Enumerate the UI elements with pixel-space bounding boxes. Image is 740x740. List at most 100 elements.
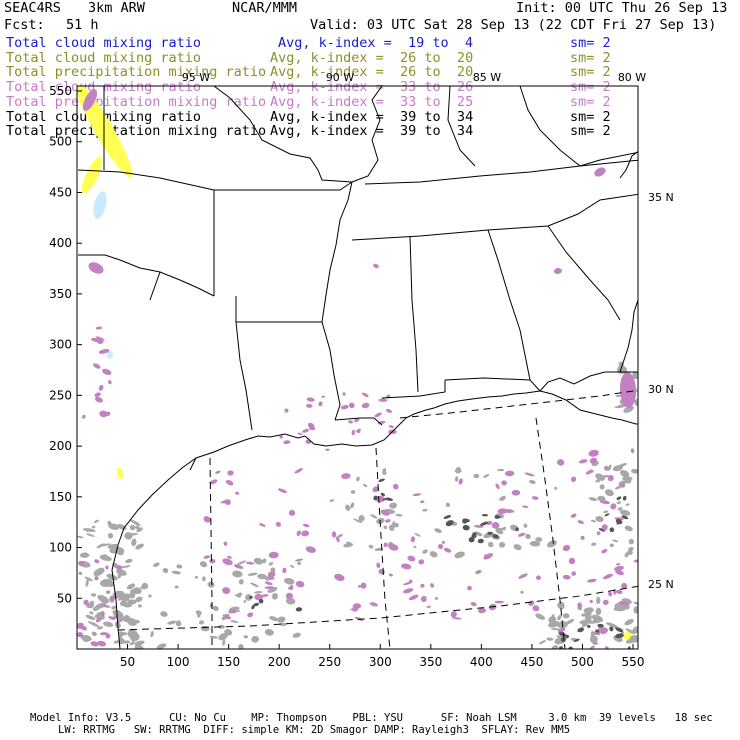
gray-cloud: [612, 539, 619, 543]
dark-cloud-core: [253, 602, 260, 607]
magenta-cloud: [451, 617, 462, 620]
magenta-cloud: [95, 618, 102, 623]
y-tick-label-10: 550: [49, 84, 72, 98]
gray-cloud: [554, 486, 558, 490]
y-tick-label-9: 500: [49, 135, 72, 149]
gray-cloud: [498, 541, 506, 548]
magenta-cloud: [408, 594, 419, 601]
gray-cloud: [198, 620, 205, 625]
dark-cloud-core: [515, 527, 519, 532]
magenta-cloud: [222, 614, 231, 620]
magenta-cloud: [90, 641, 99, 647]
gray-cloud: [195, 610, 202, 616]
gray-cloud: [579, 619, 593, 625]
header-model: 3km ARW: [88, 0, 145, 16]
magenta-cloud: [321, 395, 326, 398]
magenta-cloud: [483, 553, 494, 560]
magenta-cloud: [600, 627, 608, 635]
gray-cloud: [117, 617, 124, 623]
y-tick-label-6: 350: [49, 287, 72, 301]
mississippi-river: [321, 181, 353, 421]
gray-cloud: [487, 541, 494, 548]
gray-cloud: [588, 497, 598, 501]
magenta-cloud: [284, 408, 289, 413]
gray-cloud: [583, 607, 594, 614]
gray-cloud: [422, 549, 428, 554]
magenta-cloud: [81, 626, 87, 631]
magenta-cloud: [369, 602, 378, 607]
lat-line-25n: [117, 585, 638, 631]
magenta-cloud: [619, 372, 637, 408]
magenta-cloud: [588, 449, 599, 457]
legend-avg-4: Avg, k-index = 33 to 25: [270, 93, 474, 110]
magenta-cloud: [301, 530, 310, 537]
magenta-cloud: [101, 611, 105, 617]
footer-model-info: Model Info: V3.5 CU: No Cu MP: Thompson …: [30, 712, 713, 724]
gray-cloud: [550, 628, 561, 631]
magenta-cloud: [254, 593, 264, 601]
gray-cloud: [150, 630, 154, 638]
gray-cloud: [558, 603, 565, 610]
magenta-cloud: [585, 469, 593, 475]
border-tn-south: [351, 193, 638, 241]
magenta-cloud: [267, 571, 276, 578]
gray-cloud: [106, 573, 118, 581]
y-tick-label-7: 400: [49, 236, 72, 250]
magenta-cloud: [105, 565, 109, 570]
gray-cloud: [88, 621, 100, 628]
gray-cloud: [595, 479, 600, 483]
gray-cloud: [84, 576, 93, 582]
magenta-cloud: [215, 470, 221, 474]
gray-cloud: [200, 625, 210, 632]
magenta-cloud: [621, 582, 628, 589]
magenta-cloud: [607, 474, 614, 482]
magenta-cloud: [604, 646, 609, 649]
gray-cloud: [120, 565, 131, 569]
magenta-cloud: [102, 604, 111, 608]
gray-cloud: [374, 547, 384, 551]
magenta-cloud: [250, 582, 259, 588]
legend-avg-1: Avg, k-index = 26 to 20: [270, 49, 474, 66]
magenta-cloud: [264, 586, 275, 589]
gray-cloud: [628, 538, 635, 545]
gray-cloud: [413, 545, 417, 549]
magenta-cloud: [532, 605, 540, 612]
dark-cloud-core: [621, 515, 629, 520]
magenta-cloud: [478, 607, 487, 614]
dark-cloud-core: [598, 527, 605, 532]
gray-cloud: [454, 551, 465, 559]
magenta-cloud: [307, 422, 315, 428]
legend-avg-3: Avg, k-index = 33 to 26: [270, 79, 474, 96]
magenta-cloud: [352, 606, 359, 612]
border-ar-north: [214, 181, 353, 191]
magenta-cloud: [99, 410, 108, 418]
gray-cloud: [297, 561, 302, 566]
dark-cloud-core: [382, 498, 388, 501]
lat-label-0: 35 N: [648, 191, 674, 204]
dark-cloud-core: [481, 514, 489, 517]
magenta-cloud: [223, 541, 228, 546]
magenta-cloud: [467, 585, 472, 591]
magenta-cloud: [633, 559, 638, 563]
gray-cloud: [629, 635, 638, 643]
magenta-cloud: [358, 584, 362, 588]
gray-cloud: [529, 479, 536, 484]
legend-avg-0: Avg, k-index = 19 to 4: [278, 35, 474, 51]
magenta-cloud: [571, 571, 577, 576]
gray-cloud: [245, 594, 252, 601]
gray-cloud: [140, 585, 147, 589]
gray-cloud: [122, 640, 131, 644]
gray-cloud: [631, 468, 638, 474]
magenta-cloud: [430, 583, 434, 588]
dark-cloud-core: [622, 495, 627, 501]
magenta-cloud: [601, 524, 608, 531]
magenta-cloud: [562, 574, 571, 580]
gray-cloud: [238, 644, 244, 649]
magenta-cloud: [78, 560, 84, 566]
magenta-cloud: [589, 457, 597, 464]
magenta-cloud: [227, 555, 232, 559]
magenta-cloud: [94, 396, 103, 403]
gray-cloud: [129, 524, 136, 531]
gray-cloud: [135, 543, 144, 550]
gray-cloud: [353, 518, 363, 524]
